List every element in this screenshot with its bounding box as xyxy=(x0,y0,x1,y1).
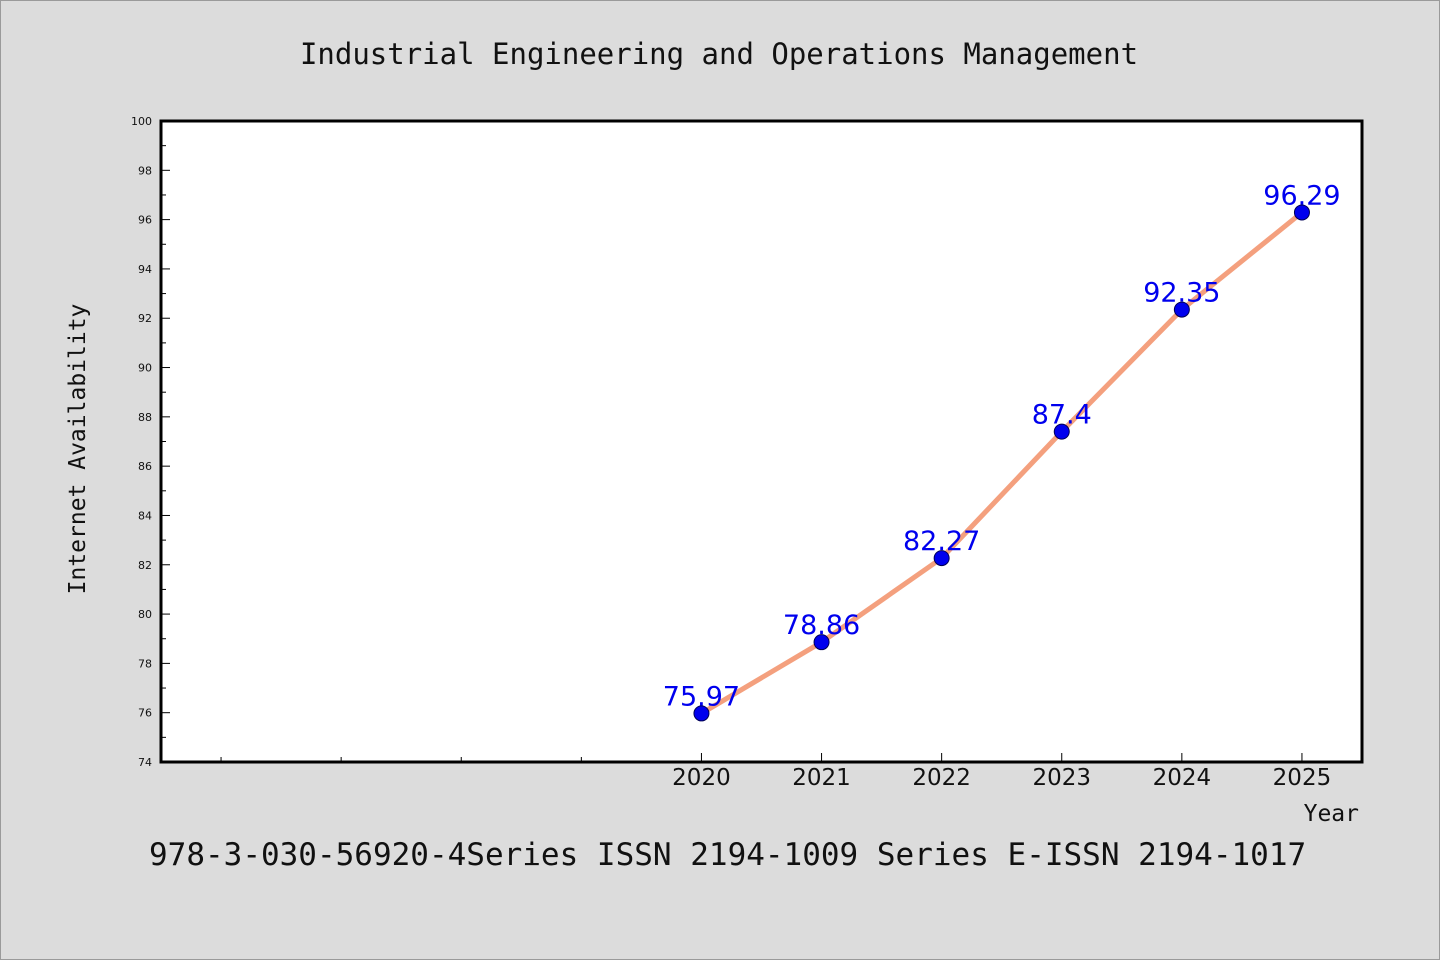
y-axis-label: Internet Availability xyxy=(65,304,91,595)
data-label: 75.97 xyxy=(663,681,740,712)
data-label: 87.4 xyxy=(1032,400,1092,431)
y-tick-label: 84 xyxy=(138,509,152,522)
x-axis-label: Year xyxy=(1304,801,1359,827)
data-point xyxy=(1293,204,1310,221)
y-tick-label: 98 xyxy=(138,164,152,177)
x-axis-ticks: 2020 2021 2022 2023 2024 2025 xyxy=(220,753,1332,791)
data-point xyxy=(933,550,950,567)
x-tick-label: 2021 xyxy=(792,765,851,791)
data-label: 92.35 xyxy=(1143,278,1220,309)
x-tick-label: 2020 xyxy=(672,765,731,791)
data-point xyxy=(813,634,830,651)
footer-text: 978-3-030-56920-4Series ISSN 2194-1009 S… xyxy=(149,837,1306,873)
y-axis-ticks: 74 76 78 80 82 84 86 88 90 92 94 96 98 100 xyxy=(131,115,170,769)
y-tick-label: 92 xyxy=(138,312,152,325)
x-tick-label: 2025 xyxy=(1273,765,1332,791)
y-tick-label: 82 xyxy=(138,559,152,572)
plot-area xyxy=(159,119,1364,764)
y-tick-label: 86 xyxy=(138,460,152,473)
data-points xyxy=(693,204,1310,722)
y-tick-label: 90 xyxy=(138,362,152,375)
data-labels: 75.97 78.86 82.27 87.4 92.35 96.29 xyxy=(663,180,1341,712)
y-tick-label: 96 xyxy=(138,214,152,227)
series-line xyxy=(698,209,1305,716)
x-tick-label: 2023 xyxy=(1032,765,1091,791)
y-tick-label: 80 xyxy=(138,608,152,621)
x-tick-label: 2022 xyxy=(912,765,971,791)
y-tick-label: 76 xyxy=(138,707,152,720)
x-tick-label: 2024 xyxy=(1153,765,1212,791)
chart-title: Industrial Engineering and Operations Ma… xyxy=(300,37,1138,71)
data-label: 78.86 xyxy=(783,610,860,641)
data-point xyxy=(693,705,710,722)
data-label: 82.27 xyxy=(903,526,980,557)
y-tick-label: 74 xyxy=(138,756,152,769)
y-tick-label: 94 xyxy=(138,263,152,276)
y-tick-label: 100 xyxy=(131,115,152,128)
data-point xyxy=(1053,423,1070,440)
data-label: 96.29 xyxy=(1263,180,1340,211)
data-point xyxy=(1173,301,1190,318)
y-tick-label: 88 xyxy=(138,411,152,424)
y-tick-label: 78 xyxy=(138,657,152,670)
